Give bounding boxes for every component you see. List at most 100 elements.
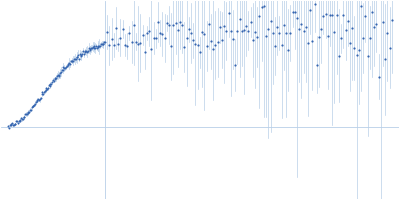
- Point: [190, 39, 196, 42]
- Point: [46, 83, 52, 87]
- Point: [60, 65, 67, 68]
- Point: [265, 27, 272, 31]
- Point: [188, 32, 194, 35]
- Point: [80, 49, 86, 52]
- Point: [230, 38, 236, 41]
- Point: [16, 118, 23, 122]
- Point: [307, 9, 314, 12]
- Point: [87, 47, 94, 51]
- Point: [60, 68, 66, 72]
- Point: [54, 75, 60, 78]
- Point: [243, 24, 250, 27]
- Point: [221, 24, 227, 28]
- Point: [44, 87, 50, 91]
- Point: [78, 54, 84, 57]
- Point: [46, 84, 53, 88]
- Point: [66, 62, 72, 65]
- Point: [25, 110, 32, 113]
- Point: [322, 13, 329, 16]
- Point: [30, 104, 36, 108]
- Point: [172, 21, 179, 24]
- Point: [71, 57, 77, 61]
- Point: [285, 48, 291, 51]
- Point: [327, 14, 333, 17]
- Point: [126, 31, 132, 35]
- Point: [128, 40, 135, 43]
- Point: [325, 34, 331, 38]
- Point: [245, 29, 252, 33]
- Point: [98, 43, 104, 46]
- Point: [320, 14, 327, 17]
- Point: [166, 23, 172, 27]
- Point: [144, 32, 150, 35]
- Point: [16, 120, 22, 123]
- Point: [51, 76, 58, 80]
- Point: [58, 70, 64, 73]
- Point: [38, 91, 45, 94]
- Point: [15, 122, 21, 125]
- Point: [358, 4, 364, 7]
- Point: [54, 74, 61, 77]
- Point: [384, 32, 391, 35]
- Point: [70, 59, 76, 62]
- Point: [263, 34, 269, 37]
- Point: [170, 24, 177, 27]
- Point: [65, 62, 72, 65]
- Point: [22, 113, 28, 116]
- Point: [17, 120, 24, 123]
- Point: [210, 48, 216, 51]
- Point: [360, 36, 366, 39]
- Point: [168, 45, 174, 48]
- Point: [62, 67, 68, 70]
- Point: [356, 48, 362, 51]
- Point: [258, 5, 265, 8]
- Point: [86, 48, 93, 51]
- Point: [97, 44, 103, 47]
- Point: [192, 42, 199, 46]
- Point: [316, 36, 322, 39]
- Point: [186, 28, 192, 31]
- Point: [49, 80, 55, 83]
- Point: [382, 58, 388, 61]
- Point: [37, 98, 43, 101]
- Point: [113, 26, 119, 29]
- Point: [68, 59, 74, 63]
- Point: [344, 19, 351, 22]
- Point: [334, 14, 340, 17]
- Point: [300, 30, 307, 33]
- Point: [122, 44, 128, 47]
- Point: [50, 79, 56, 82]
- Point: [283, 32, 289, 35]
- Point: [19, 117, 25, 120]
- Point: [20, 117, 26, 120]
- Point: [261, 4, 267, 7]
- Point: [9, 122, 16, 125]
- Point: [225, 11, 232, 15]
- Point: [89, 46, 95, 49]
- Point: [79, 52, 86, 55]
- Point: [150, 36, 157, 40]
- Point: [20, 115, 27, 119]
- Point: [94, 45, 101, 49]
- Point: [27, 108, 33, 111]
- Point: [336, 54, 342, 57]
- Point: [18, 116, 24, 119]
- Point: [386, 46, 393, 49]
- Point: [219, 38, 225, 41]
- Point: [179, 23, 186, 26]
- Point: [142, 50, 148, 53]
- Point: [389, 18, 395, 22]
- Point: [373, 23, 380, 26]
- Point: [133, 40, 139, 43]
- Point: [162, 36, 168, 40]
- Point: [33, 100, 39, 103]
- Point: [239, 29, 245, 32]
- Point: [236, 17, 243, 20]
- Point: [85, 49, 91, 52]
- Point: [139, 33, 146, 36]
- Point: [42, 90, 48, 93]
- Point: [318, 27, 324, 31]
- Point: [83, 49, 90, 53]
- Point: [91, 46, 98, 49]
- Point: [270, 31, 276, 34]
